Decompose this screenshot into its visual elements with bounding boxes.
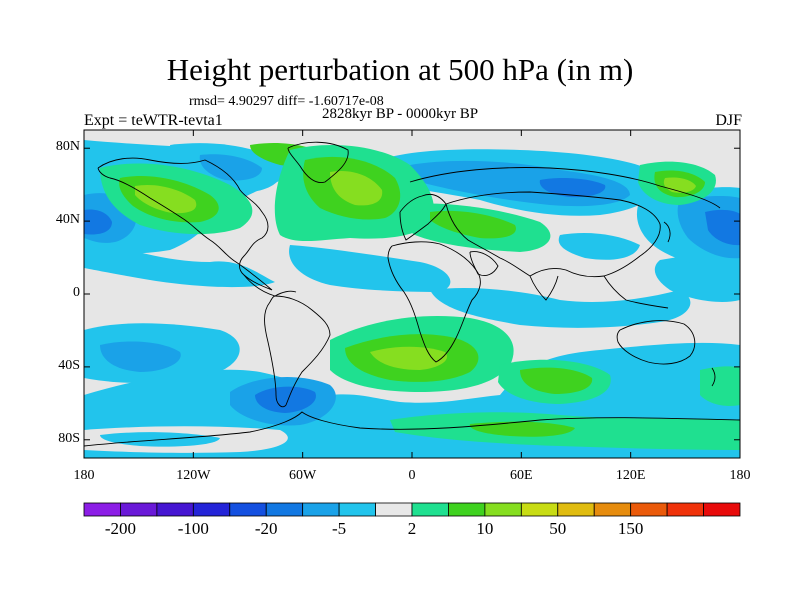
tropical-atlantic-negative bbox=[289, 245, 451, 292]
europe-positive-2 bbox=[430, 210, 516, 239]
colorbar-swatch bbox=[557, 502, 595, 517]
colorbar-label: 10 bbox=[476, 519, 494, 538]
south-pacific-low-core bbox=[255, 386, 316, 413]
coastlines bbox=[84, 141, 740, 447]
colorbar-swatch bbox=[411, 502, 449, 517]
colorbar-swatch bbox=[156, 502, 194, 517]
colorbar-swatch bbox=[666, 502, 704, 517]
north-america-positive-core bbox=[135, 184, 197, 214]
lat-tick-label: 40N bbox=[55, 212, 80, 228]
coast-india bbox=[529, 275, 559, 301]
east-asia-negative bbox=[558, 233, 640, 260]
colorbar-swatch bbox=[484, 502, 522, 517]
colorbar-label: -100 bbox=[177, 519, 209, 538]
colorbar-label: 50 bbox=[549, 519, 567, 538]
lon-tick-label: 60E bbox=[510, 468, 533, 483]
coast-australia bbox=[616, 320, 696, 365]
coast-asia bbox=[445, 191, 661, 278]
south-pacific-positive bbox=[700, 366, 740, 406]
colorbar-label: -5 bbox=[332, 519, 347, 538]
colorbar-label: 2 bbox=[407, 519, 417, 538]
coast-antarctica bbox=[84, 411, 740, 447]
coast-se-asia bbox=[603, 275, 669, 309]
colorbar bbox=[83, 502, 741, 517]
coast-japan bbox=[663, 221, 671, 243]
colorbar-swatch bbox=[120, 502, 158, 517]
period-label: 2828kyr BP - 0000kyr BP bbox=[322, 106, 479, 122]
colorbar-swatch bbox=[375, 502, 413, 517]
colorbar-swatch bbox=[630, 502, 668, 517]
lat-tick-label: 80N bbox=[55, 139, 80, 155]
coast-siberia bbox=[409, 167, 721, 209]
colorbar-swatch bbox=[265, 502, 304, 517]
eurasia-negative-core bbox=[539, 177, 606, 198]
colorbar-swatch bbox=[593, 502, 632, 517]
colorbar-label: 150 bbox=[617, 519, 644, 538]
coast-new-zealand bbox=[711, 367, 716, 387]
colorbar-label: -200 bbox=[104, 519, 137, 538]
colorbar-swatch bbox=[83, 502, 121, 517]
coast-arabia bbox=[469, 251, 499, 277]
lat-tick-label: 0 bbox=[73, 285, 80, 300]
north-pacific-negative-core bbox=[84, 209, 112, 235]
coast-south-america bbox=[264, 295, 331, 408]
colorbar-swatch bbox=[229, 502, 267, 517]
lon-tick-label: 0 bbox=[408, 468, 416, 483]
antarctic-positive-2 bbox=[469, 421, 575, 437]
colorbar-swatch bbox=[192, 502, 231, 517]
lon-tick-label: 180 bbox=[729, 468, 751, 483]
indian-ocean-negative bbox=[430, 288, 691, 328]
south-indian-positive-2 bbox=[520, 367, 593, 394]
colorbar-swatch bbox=[302, 502, 340, 517]
colorbar-swatch bbox=[338, 502, 376, 517]
north-atlantic-positive-core bbox=[330, 170, 383, 206]
experiment-label: Expt = teWTR-tevta1 bbox=[84, 112, 223, 129]
season-label: DJF bbox=[715, 112, 742, 129]
rmsd-diff-text: rmsd= 4.90297 diff= -1.60717e-08 bbox=[189, 94, 384, 109]
coast-africa bbox=[387, 241, 481, 363]
coast-europe bbox=[399, 193, 447, 241]
lon-tick-label: 120E bbox=[615, 468, 646, 483]
lon-tick-label: 120W bbox=[176, 468, 211, 483]
axis-ticks bbox=[83, 130, 741, 458]
lon-tick-label: 60W bbox=[289, 468, 317, 483]
coast-greenland bbox=[287, 141, 349, 184]
canada-negative-2 bbox=[199, 154, 262, 181]
anomaly-field bbox=[84, 130, 740, 458]
lon-tick-label: 180 bbox=[73, 468, 95, 483]
plot-title: Height perturbation at 500 hPa (in m) bbox=[166, 52, 634, 87]
lat-tick-label: 40S bbox=[58, 357, 80, 373]
colorbar-swatch bbox=[520, 502, 559, 517]
colorbar-swatch bbox=[448, 502, 486, 517]
colorbar-label: -20 bbox=[254, 519, 278, 538]
colorbar-swatch bbox=[703, 502, 741, 517]
nw-pacific-negative-core bbox=[705, 209, 740, 246]
sw-pacific-negative-2 bbox=[100, 341, 181, 372]
lat-tick-label: 80S bbox=[58, 430, 80, 446]
